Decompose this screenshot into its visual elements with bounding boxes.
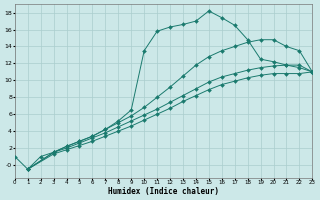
X-axis label: Humidex (Indice chaleur): Humidex (Indice chaleur) — [108, 187, 219, 196]
